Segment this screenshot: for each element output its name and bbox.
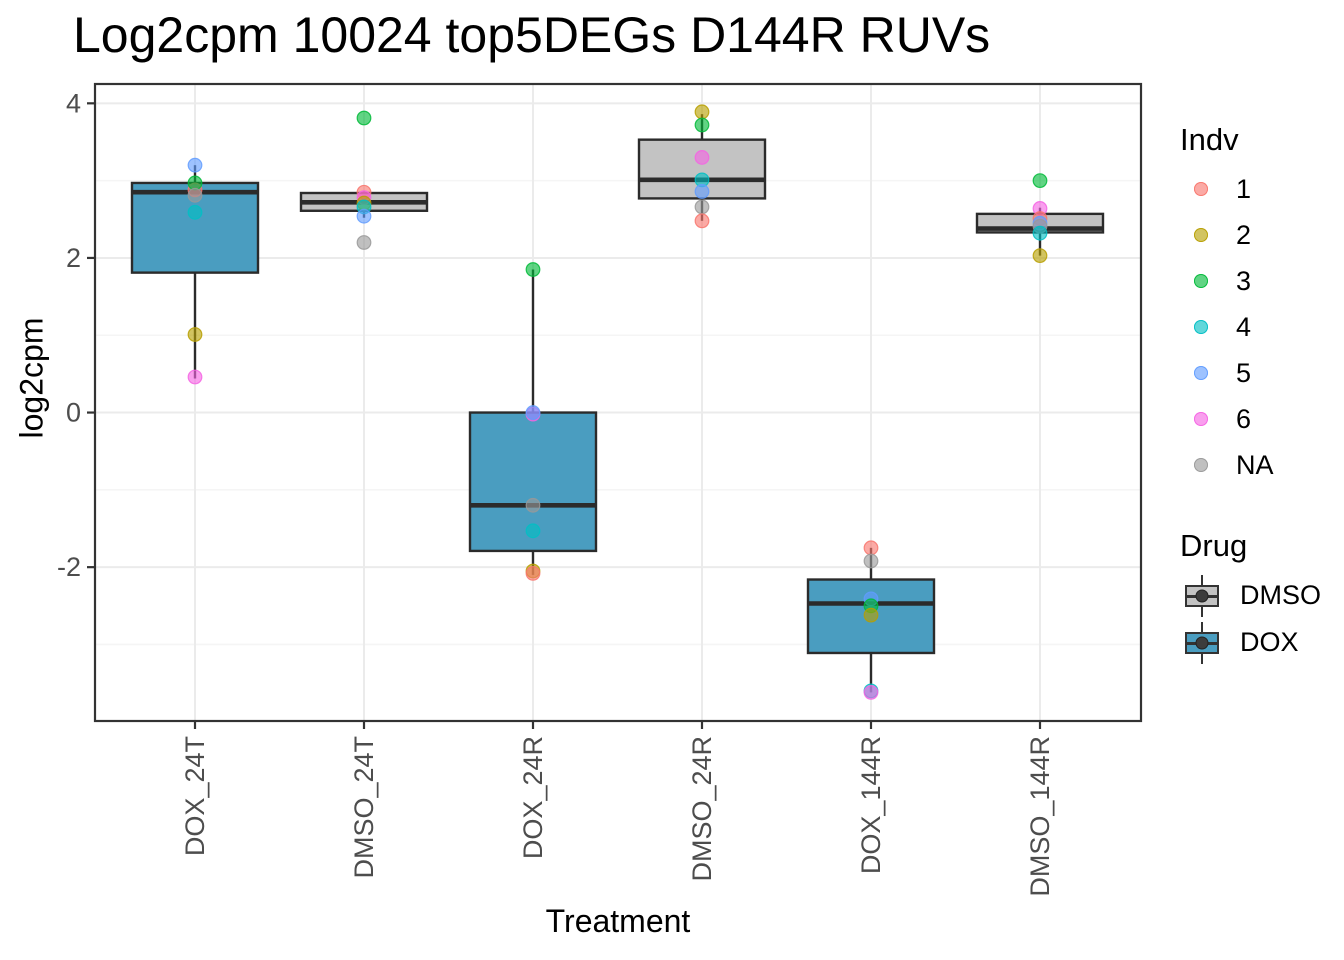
point-DMSO_24R-indv3 — [694, 117, 710, 133]
point-DOX_24T-indv5 — [187, 157, 203, 173]
x-tick-label-DMSO_144R: DMSO_144R — [1025, 736, 1055, 897]
legend-indv-label: 6 — [1236, 403, 1252, 434]
plot-title: Log2cpm 10024 top5DEGs D144R RUVs — [73, 7, 991, 63]
point-DOX_24T-indv4 — [187, 204, 203, 220]
x-axis-title: Treatment — [545, 903, 691, 939]
point-DOX_144R-indvNA — [863, 553, 879, 569]
x-tick-label-DMSO_24T: DMSO_24T — [349, 736, 379, 879]
y-tick-label: 0 — [66, 398, 81, 428]
legend-drug-label: DOX — [1240, 627, 1299, 657]
point-DOX_24R-indvNA — [525, 497, 541, 513]
legend-title-drug: Drug — [1180, 528, 1248, 563]
legend-point-icon — [1194, 228, 1208, 242]
legend-indv-label: 2 — [1236, 219, 1252, 250]
legend-drug-item-DOX: DOX — [1180, 619, 1344, 666]
point-DMSO_24T-indv5 — [356, 208, 372, 224]
legend-indv-label: 5 — [1236, 357, 1252, 388]
point-DMSO_24T-indv3 — [356, 110, 372, 126]
panel-border — [93, 82, 1143, 723]
point-DMSO_144R-indv3 — [1032, 173, 1048, 189]
legend-indv-label: 1 — [1236, 173, 1252, 204]
point-DOX_144R-indv1 — [863, 540, 879, 556]
point-DOX_24T-indv2 — [187, 327, 203, 342]
legend-point-icon — [1194, 366, 1208, 380]
x-tick-label-DOX_144R: DOX_144R — [856, 736, 886, 874]
legend: Indv 1 2 3 4 5 6 NA Drug DMSO DOX — [1180, 122, 1344, 666]
legend-indv-item-4: 4 — [1180, 304, 1344, 350]
legend-indv-item-NA: NA — [1180, 442, 1344, 488]
point-DOX_144R-indv6 — [863, 684, 879, 700]
point-DMSO_144R-indv4 — [1032, 225, 1048, 241]
point-DOX_144R-indv2 — [863, 607, 879, 623]
legend-indv-item-6: 6 — [1180, 396, 1344, 442]
legend-drug-entries: DMSO DOX — [1180, 572, 1344, 666]
point-DMSO_24R-indvNA — [694, 199, 710, 215]
legend-point-icon — [1194, 458, 1208, 472]
point-DOX_24R-indv5 — [525, 405, 541, 420]
point-DMSO_24R-indv5 — [694, 184, 710, 199]
y-tick-label: 4 — [66, 88, 81, 118]
point-DMSO_24R-indv2 — [694, 104, 710, 120]
legend-indv-label: 4 — [1236, 311, 1252, 342]
legend-indv-item-1: 1 — [1180, 166, 1344, 212]
point-DOX_24T-indvNA — [187, 187, 203, 203]
y-tick-label: -2 — [57, 552, 81, 582]
point-DOX_24T-indv3 — [187, 175, 203, 191]
legend-point-icon — [1194, 320, 1208, 334]
point-DMSO_24R-indv1 — [694, 213, 710, 229]
legend-indv-label: NA — [1236, 449, 1274, 480]
point-DMSO_24T-indvNA — [356, 235, 372, 250]
point-DOX_24T-indv6 — [187, 369, 203, 385]
x-tick-label-DOX_24R: DOX_24R — [518, 736, 548, 859]
legend-boxplot-icon — [1180, 621, 1224, 665]
legend-drug-item-DMSO: DMSO — [1180, 572, 1344, 619]
y-tick-label: 2 — [66, 243, 81, 273]
point-DOX_24R-indv4 — [525, 523, 541, 539]
legend-boxplot-icon — [1180, 574, 1224, 618]
legend-indv-entries: 1 2 3 4 5 6 NA — [1180, 166, 1344, 488]
y-axis-title: log2cpm — [13, 317, 50, 439]
x-tick-label-DOX_24T: DOX_24T — [180, 736, 210, 856]
point-DMSO_24R-indv6 — [694, 150, 710, 165]
point-DOX_24R-indv3 — [525, 262, 541, 277]
legend-drug-label: DMSO — [1240, 580, 1321, 610]
legend-indv-item-5: 5 — [1180, 350, 1344, 396]
point-DMSO_144R-indv2 — [1032, 248, 1048, 264]
legend-indv-item-2: 2 — [1180, 212, 1344, 258]
legend-title-indv: Indv — [1180, 122, 1239, 157]
x-tick-label-DMSO_24R: DMSO_24R — [687, 736, 717, 882]
legend-indv-label: 3 — [1236, 265, 1252, 296]
legend-point-icon — [1194, 412, 1208, 426]
legend-indv-item-3: 3 — [1180, 258, 1344, 304]
legend-point-icon — [1194, 274, 1208, 288]
legend-point-icon — [1194, 182, 1208, 196]
point-DOX_24R-indv1 — [525, 565, 541, 581]
